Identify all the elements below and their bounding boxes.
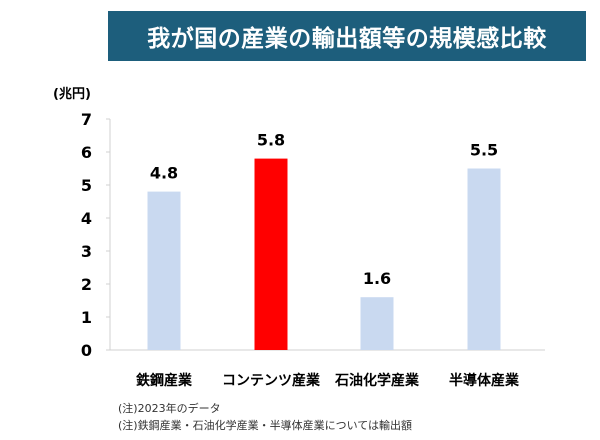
category-label-1: コンテンツ産業 (222, 372, 321, 389)
y-tick-label-4: 4 (81, 209, 92, 228)
y-tick-label-6: 6 (81, 143, 92, 162)
bar-1 (254, 158, 288, 350)
footnote-year: (注)2023年のデータ (118, 402, 221, 415)
category-label-2: 石油化学産業 (334, 372, 420, 389)
data-label-0: 4.8 (150, 164, 178, 183)
y-tick-label-3: 3 (81, 242, 92, 261)
category-label-0: 鉄鋼産業 (136, 372, 193, 389)
y-tick-label-7: 7 (81, 110, 92, 129)
footnote-export: (注)鉄鋼産業・石油化学産業・半導体産業については輸出額 (118, 419, 413, 432)
bar-2 (360, 297, 394, 350)
data-label-2: 1.6 (363, 269, 391, 288)
chart-title: 我が国の産業の輸出額等の規模感比較 (147, 26, 547, 52)
title-banner: 我が国の産業の輸出額等の規模感比較 (108, 11, 586, 61)
category-label-3: 半導体産業 (449, 372, 520, 389)
bar-0 (147, 191, 181, 350)
y-tick-label-1: 1 (81, 308, 92, 327)
y-tick-label-0: 0 (81, 341, 92, 360)
data-label-3: 5.5 (470, 141, 498, 160)
bar-3 (467, 168, 501, 350)
y-tick-label-5: 5 (81, 176, 92, 195)
data-label-1: 5.8 (257, 131, 285, 150)
y-tick-label-2: 2 (81, 275, 92, 294)
footnotes: (注)2023年のデータ (注)鉄鋼産業・石油化学産業・半導体産業については輸出… (118, 400, 412, 434)
y-axis-unit-label: (兆円) (53, 86, 91, 102)
